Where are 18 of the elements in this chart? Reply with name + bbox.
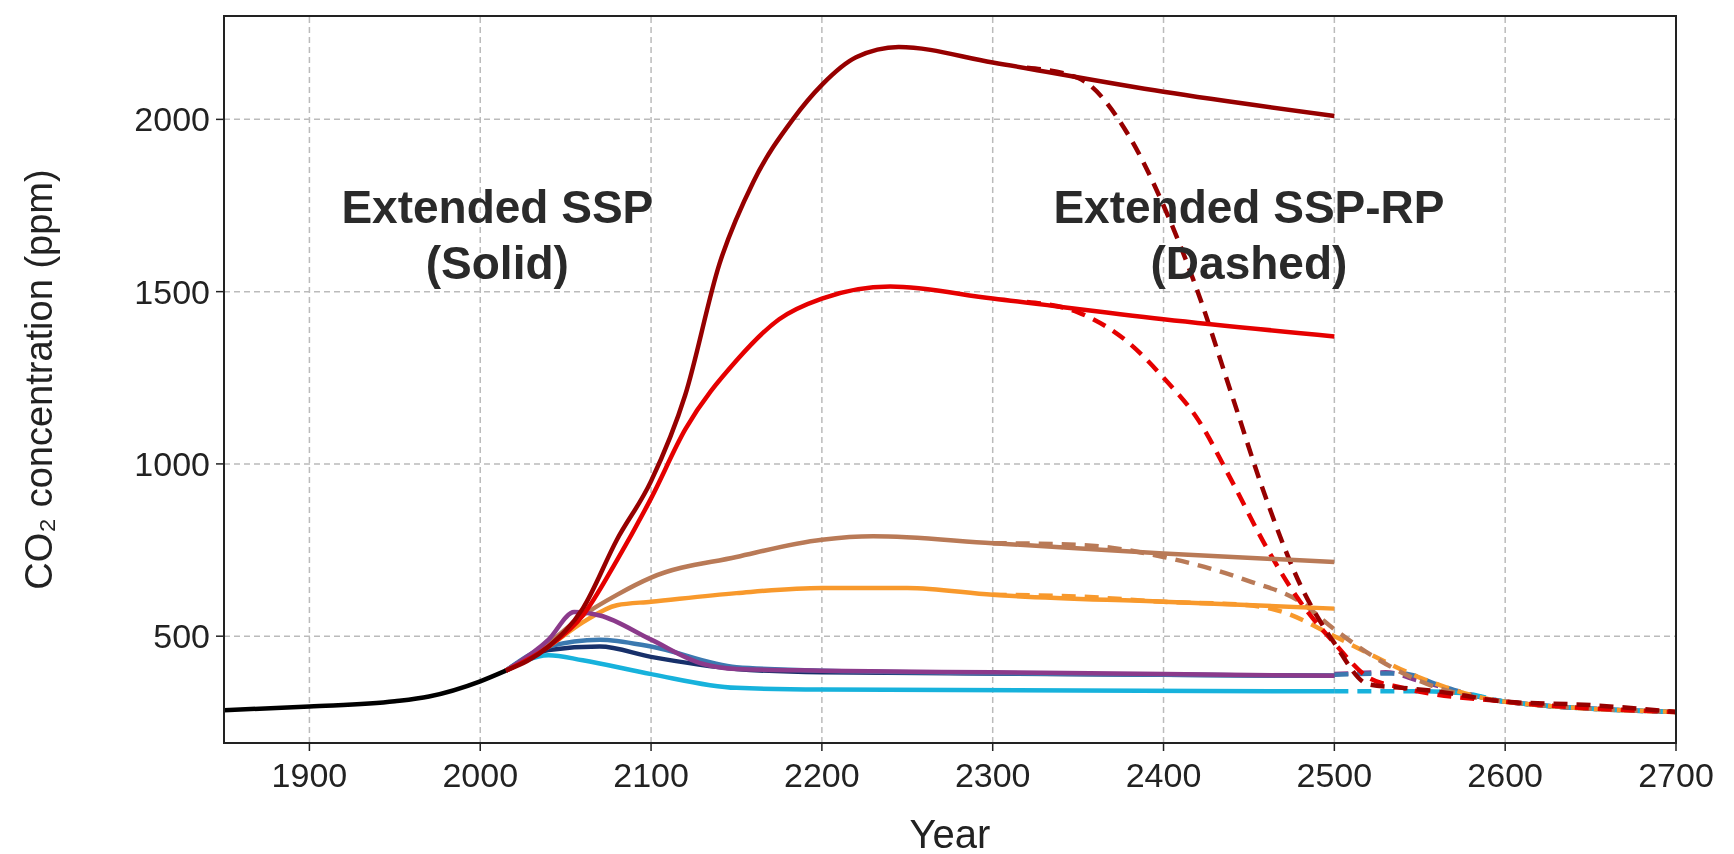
x-tick-label: 2600 xyxy=(1467,756,1543,794)
x-tick-label: 2400 xyxy=(1125,756,1202,794)
x-tick-label: 2500 xyxy=(1296,756,1373,794)
line-series xyxy=(224,668,509,713)
x-tick-label: 1900 xyxy=(271,756,348,794)
x-tick-label: 2200 xyxy=(784,756,860,794)
y-tick-label: 500 xyxy=(153,617,210,656)
x-axis-title: Year xyxy=(909,812,991,854)
y-tick-label: 1000 xyxy=(134,444,210,483)
x-tick-label: 2100 xyxy=(613,756,689,794)
y-axis-title: CO₂ concentration (ppm) xyxy=(18,169,60,590)
x-tick-label: 2700 xyxy=(1638,756,1714,794)
x-tick-label: 2000 xyxy=(442,756,519,794)
annotation: Extended SSP (Solid) xyxy=(341,180,654,289)
y-tick-label: 1500 xyxy=(134,272,210,311)
annotation: Extended SSP-RP (Dashed) xyxy=(1053,180,1445,289)
y-tick-label: 2000 xyxy=(134,100,210,139)
x-tick-label: 2300 xyxy=(954,756,1031,794)
